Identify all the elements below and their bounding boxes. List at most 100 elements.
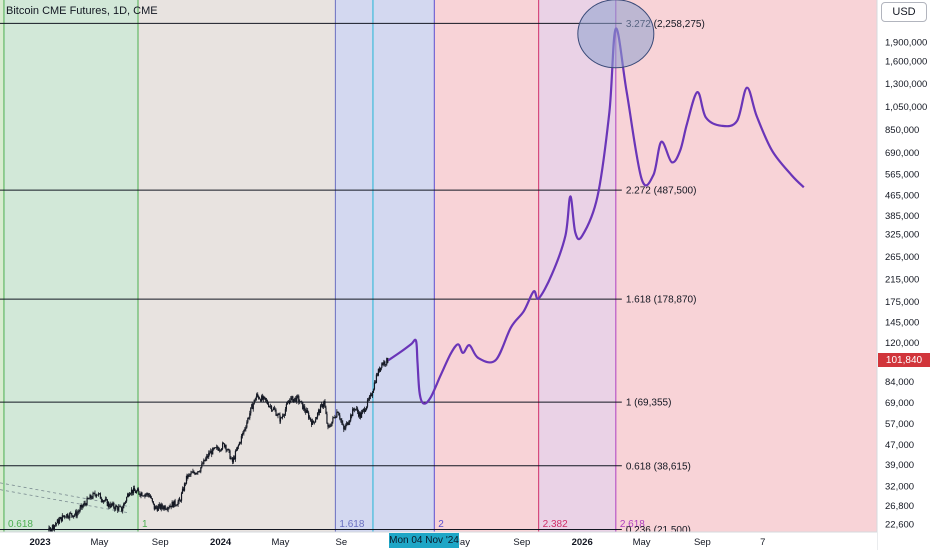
currency-button[interactable]: USD (881, 2, 927, 22)
candle-713 (366, 399, 369, 407)
candle-239 (138, 491, 140, 495)
candle-181 (110, 503, 112, 508)
candle-547 (285, 404, 287, 410)
x-tick-label-12: 7 (760, 537, 765, 548)
candle-755 (387, 358, 389, 363)
candle-489 (258, 396, 260, 399)
candle-565 (294, 397, 296, 400)
y-tick-label-13: 325,000 (885, 230, 919, 241)
candle-367 (200, 467, 202, 472)
zone-6 (615, 0, 877, 532)
candle-519 (272, 408, 275, 410)
candle-119 (80, 504, 82, 508)
candle-485 (256, 394, 258, 397)
fib-vlabel-2: 1.618 (339, 519, 364, 530)
fib-hlabel-2: 1.618 (178,870) (626, 295, 697, 306)
candle-633 (327, 423, 329, 427)
candle-577 (300, 401, 302, 403)
x-tick-label-0: 2023 (29, 537, 50, 548)
candle-159 (99, 493, 102, 499)
candle-705 (362, 408, 365, 411)
candle-187 (113, 503, 115, 508)
candle-657 (339, 415, 341, 419)
candle-727 (373, 382, 376, 390)
fib-hlabel-0: 3.272 (2,258,275) (626, 19, 705, 30)
candle-653 (337, 411, 339, 413)
candle-349 (191, 472, 193, 474)
candle-551 (287, 402, 289, 404)
candle-55 (49, 527, 52, 532)
candle-605 (313, 421, 316, 423)
y-tick-label-21: 1,600,000 (885, 56, 927, 67)
candle-307 (171, 501, 173, 508)
candle-523 (274, 409, 276, 411)
candle-343 (188, 474, 190, 476)
candle-535 (279, 417, 282, 422)
candle-171 (105, 498, 107, 500)
candle-335 (184, 483, 187, 484)
candle-331 (182, 488, 185, 491)
candle-121 (81, 504, 83, 508)
candle-163 (101, 500, 103, 502)
candle-199 (119, 506, 121, 508)
candle-667 (344, 428, 346, 430)
candle-749 (384, 361, 386, 365)
candle-397 (215, 447, 217, 449)
candle-591 (307, 410, 309, 413)
candle-407 (220, 449, 222, 451)
candle-559 (291, 396, 293, 398)
candle-249 (143, 495, 145, 497)
candle-147 (94, 492, 96, 495)
y-tick-label-3: 39,000 (885, 460, 914, 471)
candle-269 (152, 501, 154, 504)
candle-221 (129, 493, 132, 494)
candle-541 (282, 415, 285, 417)
candle-273 (154, 506, 156, 510)
candle-139 (90, 495, 92, 499)
candle-389 (211, 450, 213, 455)
candle-413 (222, 443, 225, 444)
y-tick-label-18: 850,000 (885, 125, 919, 136)
fib-hlabel-4: 0.618 (38,615) (626, 461, 691, 472)
candle-627 (324, 401, 326, 408)
candle-365 (199, 471, 201, 473)
candle-57 (50, 529, 53, 532)
candle-85 (64, 515, 66, 518)
candle-499 (263, 396, 265, 400)
candle-189 (114, 507, 116, 510)
candle-243 (140, 492, 142, 496)
candle-333 (183, 483, 186, 491)
candle-687 (354, 409, 356, 411)
candle-711 (365, 406, 368, 410)
candle-227 (132, 488, 135, 494)
candle-309 (172, 501, 174, 508)
candle-575 (299, 401, 301, 403)
candle-245 (141, 492, 143, 496)
candle-201 (120, 506, 122, 508)
candle-217 (128, 494, 130, 497)
candle-361 (197, 471, 199, 474)
fib-vlabel-3: 2 (438, 519, 444, 530)
candle-453 (241, 433, 243, 437)
highlight-circle (577, 0, 655, 69)
candle-81 (62, 515, 64, 517)
candle-193 (116, 505, 118, 508)
candle-683 (352, 408, 354, 417)
candle-663 (342, 422, 344, 425)
candle-427 (229, 450, 231, 459)
candle-721 (370, 394, 373, 396)
candle-445 (237, 445, 240, 447)
candle-385 (209, 452, 211, 454)
candle-747 (383, 361, 385, 365)
candle-295 (165, 509, 167, 510)
candle-731 (375, 374, 378, 383)
candle-373 (203, 459, 205, 465)
candle-509 (267, 404, 270, 407)
candle-183 (111, 503, 113, 506)
crosshair-date-label: Mon 04 Nov '24 (389, 533, 459, 548)
candle-435 (232, 457, 235, 462)
candle-277 (156, 507, 158, 511)
candle-287 (161, 504, 163, 508)
candle-465 (247, 418, 249, 423)
